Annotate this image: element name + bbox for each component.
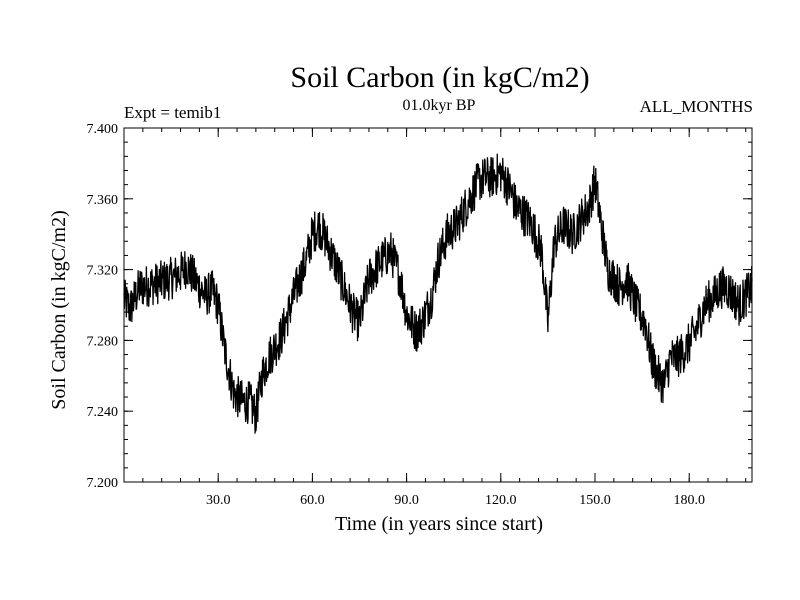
- x-tick-label: 30.0: [206, 493, 231, 508]
- y-tick-label: 7.360: [87, 193, 119, 208]
- y-tick-label: 7.320: [87, 264, 119, 279]
- x-axis-label: Time (in years since start): [335, 513, 543, 535]
- chart-subtitle: 01.0kyr BP: [403, 97, 476, 114]
- x-tick-label: 150.0: [579, 493, 611, 508]
- months-label: ALL_MONTHS: [640, 97, 753, 116]
- y-tick-label: 7.400: [87, 122, 119, 137]
- series-line: [123, 153, 753, 434]
- y-axis-label: Soil Carbon (in kgC/m2): [48, 210, 70, 409]
- y-tick-label: 7.240: [87, 405, 119, 420]
- x-tick-label: 180.0: [673, 493, 705, 508]
- x-tick-label: 60.0: [300, 493, 325, 508]
- tick-labels: 30.0 60.0 90.0 120.0 150.0 180.0 7.200 7.240 7.2…: [87, 122, 705, 508]
- plot-frame: [123, 127, 753, 483]
- y-tick-label: 7.280: [87, 334, 119, 349]
- chart-title: Soil Carbon (in kgC/m2): [290, 61, 589, 94]
- series-layer: [123, 153, 753, 434]
- y-tick-label: 7.200: [87, 476, 119, 491]
- x-tick-label: 90.0: [394, 493, 419, 508]
- experiment-label: Expt = temib1: [124, 103, 221, 122]
- x-tick-label: 120.0: [485, 493, 517, 508]
